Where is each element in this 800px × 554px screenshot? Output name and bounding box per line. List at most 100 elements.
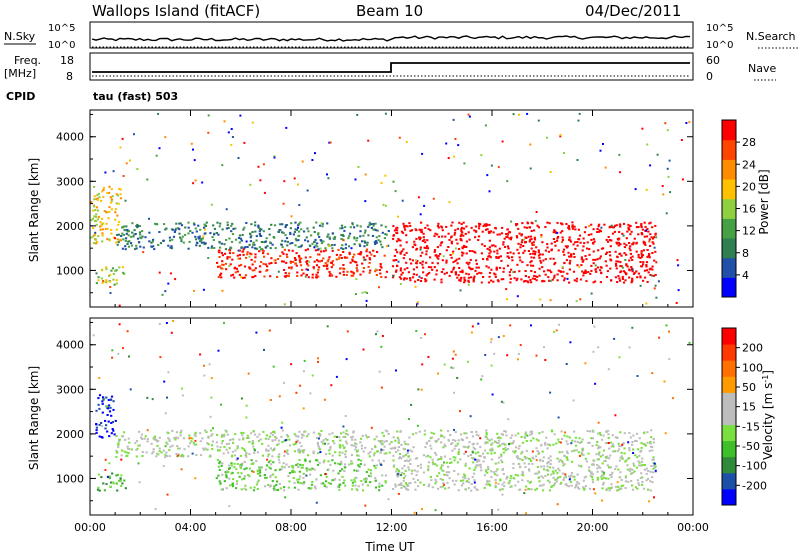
heatmap-cell (338, 444, 341, 446)
heatmap-cell (218, 462, 221, 465)
heatmap-cell (625, 244, 628, 247)
heatmap-cell (365, 299, 368, 302)
heatmap-cell (558, 323, 560, 326)
heatmap-cell (228, 464, 231, 467)
heatmap-cell (641, 457, 644, 460)
heatmap-cell (197, 236, 200, 239)
heatmap-cell (584, 269, 587, 272)
heatmap-cell (213, 233, 216, 236)
heatmap-cell (600, 226, 603, 229)
heatmap-cell (628, 242, 631, 244)
heatmap-cell (375, 241, 378, 244)
heatmap-cell (101, 400, 104, 403)
heatmap-cell (300, 466, 303, 469)
heatmap-cell (359, 235, 362, 238)
heatmap-cell (281, 421, 284, 424)
heatmap-cell (140, 437, 144, 440)
heatmap-cell (221, 164, 224, 167)
heatmap-cell (624, 487, 627, 489)
heatmap-cell (597, 432, 600, 435)
heatmap-cell (610, 226, 613, 228)
heatmap-cell (541, 450, 544, 453)
colorbar-segment (722, 344, 736, 361)
heatmap-cell (425, 253, 428, 256)
heatmap-cell (435, 269, 438, 272)
heatmap-cell (639, 275, 642, 278)
heatmap-cell (526, 434, 529, 437)
heatmap-cell (482, 452, 485, 455)
heatmap-cell (552, 484, 555, 487)
heatmap-cell (488, 223, 491, 226)
heatmap-cell (282, 252, 285, 255)
heatmap-cell (405, 224, 408, 227)
heatmap-cell (193, 223, 196, 226)
heatmap-cell (388, 443, 391, 446)
heatmap-cell (430, 266, 433, 269)
heatmap-cell (489, 448, 492, 451)
heatmap-cell (351, 258, 354, 261)
heatmap-cell (164, 290, 167, 293)
heatmap-cell (267, 449, 270, 452)
heatmap-cell (553, 240, 556, 243)
heatmap-cell (434, 451, 437, 454)
heatmap-cell (223, 321, 225, 324)
heatmap-cell (529, 253, 532, 255)
heatmap-cell (666, 129, 669, 132)
heatmap-cell (377, 440, 380, 442)
heatmap-cell (364, 258, 367, 261)
heatmap-cell (619, 261, 622, 264)
heatmap-cell (426, 224, 429, 227)
heatmap-cell (544, 441, 547, 444)
heatmap-cell (555, 329, 558, 332)
colorbar-tick-label: -100 (742, 460, 767, 473)
heatmap-cell (647, 488, 650, 491)
heatmap-cell (467, 487, 470, 490)
heatmap-cell (95, 429, 98, 432)
colorbar-tick-label: 20 (742, 180, 756, 193)
heatmap-cell (547, 457, 550, 460)
heatmap-cell (148, 231, 151, 234)
heatmap-cell (352, 430, 355, 433)
heatmap-cell (417, 279, 420, 281)
heatmap-cell (276, 444, 279, 446)
colorbar-tick-label: 15 (742, 401, 756, 414)
heatmap-cell (425, 274, 428, 277)
heatmap-cell (625, 237, 628, 240)
heatmap-cell (646, 143, 649, 146)
heatmap-cell (382, 434, 385, 437)
heatmap-cell (548, 222, 551, 225)
heatmap-cell (322, 264, 325, 267)
heatmap-cell (549, 466, 552, 469)
heatmap-cell (547, 461, 550, 464)
heatmap-cell (316, 253, 320, 256)
heatmap-cell (171, 444, 174, 447)
heatmap-cell (252, 241, 255, 244)
heatmap-cell (489, 230, 493, 233)
heatmap-cell (552, 231, 555, 234)
y-tick-label: 2000 (56, 428, 84, 441)
heatmap-cell (618, 448, 621, 451)
heatmap-cell (510, 475, 513, 477)
heatmap-cell (260, 241, 263, 243)
heatmap-cell (182, 454, 185, 457)
colorbar-segment (722, 472, 736, 490)
heatmap-cell (616, 255, 619, 258)
heatmap-cell (290, 215, 293, 218)
heatmap-cell (494, 245, 497, 248)
heatmap-cell (256, 435, 259, 438)
heatmap-cell (410, 262, 413, 265)
heatmap-cell (456, 242, 459, 245)
heatmap-cell (329, 482, 332, 485)
heatmap-cell (553, 263, 556, 266)
heatmap-cell (562, 250, 565, 253)
heatmap-cell (193, 289, 196, 292)
heatmap-cell (306, 268, 309, 271)
heatmap-cell (655, 296, 658, 299)
heatmap-cell (350, 460, 353, 463)
heatmap-cell (625, 253, 628, 256)
heatmap-cell (397, 449, 400, 452)
heatmap-cell (598, 229, 601, 232)
heatmap-cell (577, 228, 580, 231)
heatmap-cell (326, 267, 329, 270)
heatmap-cell (104, 458, 107, 461)
